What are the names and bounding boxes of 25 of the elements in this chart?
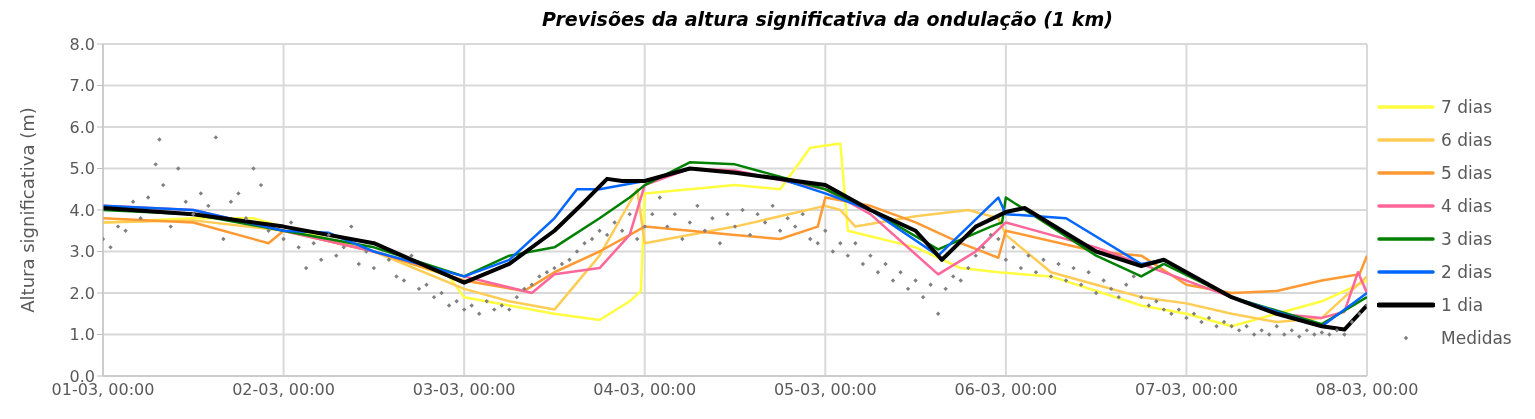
legend-label: 2 dias xyxy=(1441,262,1493,282)
y-tick-label: 2.0 xyxy=(69,283,95,303)
legend-label: 4 dias xyxy=(1441,196,1493,216)
y-axis-title: Altura significativa (m) xyxy=(17,107,39,313)
legend-label: 1 dia xyxy=(1441,295,1484,315)
chart-title: Previsões da altura significativa da ondulação (1 km) xyxy=(541,8,1114,32)
y-tick-label: 7.0 xyxy=(69,76,95,96)
y-tick-label: 5.0 xyxy=(69,159,95,179)
x-tick-label: 04-03, 00:00 xyxy=(593,380,697,400)
x-tick-label: 08-03, 00:00 xyxy=(1315,380,1419,400)
legend-label: 6 dias xyxy=(1441,130,1493,150)
x-tick-label: 06-03, 00:00 xyxy=(954,380,1058,400)
y-tick-label: 8.0 xyxy=(69,34,95,54)
y-tick-label: 3.0 xyxy=(69,242,95,262)
legend-label: 7 dias xyxy=(1441,97,1493,117)
x-tick-label: 02-03, 00:00 xyxy=(232,380,335,400)
legend-label: Medidas xyxy=(1441,328,1512,348)
y-tick-label: 4.0 xyxy=(69,200,95,220)
x-tick-label: 05-03, 00:00 xyxy=(773,380,877,400)
x-tick-label: 07-03, 00:00 xyxy=(1135,380,1238,400)
legend-label: 3 dias xyxy=(1441,229,1493,249)
legend-label: 5 dias xyxy=(1441,163,1493,183)
x-tick-label: 03-03, 00:00 xyxy=(412,380,516,400)
y-tick-label: 6.0 xyxy=(69,117,95,137)
y-tick-label: 1.0 xyxy=(69,325,95,345)
